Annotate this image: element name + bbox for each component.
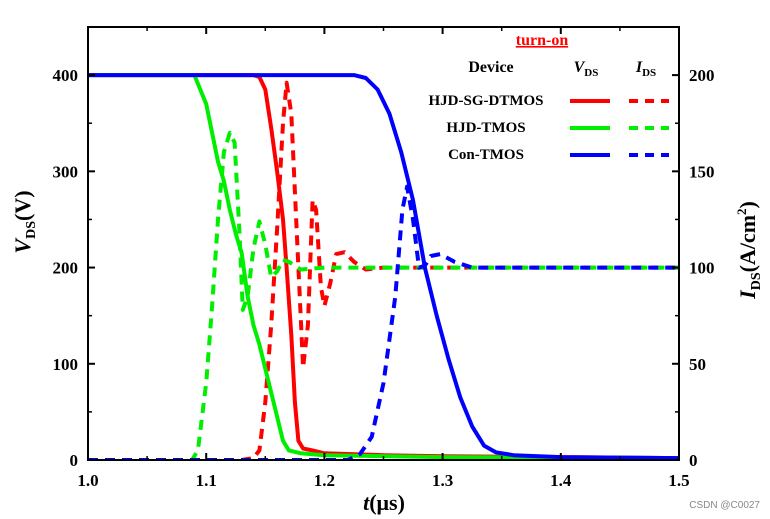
x-axis-title: t(μs) (363, 490, 405, 515)
y-left-tick-label: 0 (70, 451, 79, 470)
y-axis-left-title: VDS(V) (10, 190, 39, 253)
legend-label-hjd-tmos: HJD-TMOS (446, 120, 525, 136)
y-left-tick-label: 200 (53, 259, 79, 278)
y-right-tick-label: 0 (689, 451, 698, 470)
legend-label-hjd-sg-dtmos: HJD-SG-DTMOS (428, 93, 543, 109)
y-axis-right-title: IDS(A/cm2) (734, 201, 764, 300)
series-group (88, 73, 679, 460)
y-right-tick-label: 200 (689, 66, 715, 85)
x-tick-label: 1.1 (196, 471, 217, 490)
y-right-tick-label: 100 (689, 259, 715, 278)
y-right-tick-label: 50 (689, 355, 706, 374)
legend-label-con-tmos: Con-TMOS (448, 147, 524, 163)
y-left-tick-label: 400 (53, 66, 79, 85)
series-con-tmos-vds (88, 73, 679, 460)
series-hjd-tmos-ids (88, 130, 679, 460)
x-tick-label: 1.2 (314, 471, 335, 490)
x-tick-label: 1.0 (77, 471, 98, 490)
x-tick-label: 1.4 (550, 471, 572, 490)
series-layer (88, 73, 679, 460)
ticks-layer: 1.0 1.1 1.2 1.3 1.4 1.50100200300400050100150… (53, 27, 715, 490)
x-tick-label: 1.3 (432, 471, 453, 490)
legend-title: turn-on (516, 32, 569, 49)
series-con-tmos-ids (88, 184, 679, 460)
y-right-tick-label: 150 (689, 162, 715, 181)
legend-header-device: Device (468, 59, 513, 76)
series-hjd-tmos-vds (88, 73, 679, 460)
watermark: CSDN @C0027 (689, 500, 760, 511)
plot-frame (87, 26, 680, 461)
y-left-tick-label: 100 (53, 355, 79, 374)
y-left-tick-label: 300 (53, 162, 79, 181)
legend: turn-on Device VDS IDS HJD-SG-DTMOS HJD-… (428, 32, 669, 163)
legend-header-ids: IDS (635, 59, 656, 79)
legend-header-vds: VDS (574, 59, 599, 79)
series-hjd-sg-dtmos-ids (88, 80, 679, 460)
x-tick-label: 1.5 (668, 471, 689, 490)
